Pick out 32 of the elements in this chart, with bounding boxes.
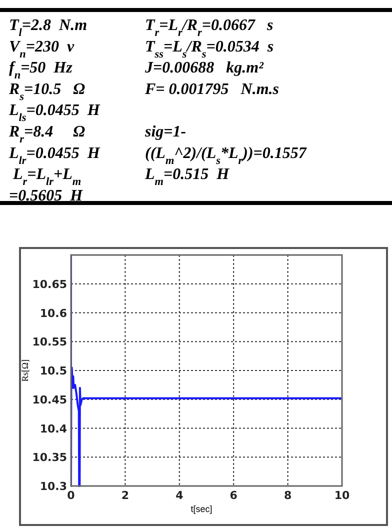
y-tick-label: 10.45 bbox=[32, 393, 67, 406]
text: V$_{n}$=230 v bbox=[9, 38, 76, 60]
text: T$_{l}$=2.8 N.m bbox=[9, 17, 88, 39]
x-tick-label: 2 bbox=[121, 489, 130, 502]
text: ((L$_{m}$^2)/(L$_{s}$*L$_{r}$))=0.1557 bbox=[145, 144, 308, 167]
y-tick-label: 10.65 bbox=[32, 278, 67, 291]
x-tick-label: 6 bbox=[230, 489, 238, 502]
y-tick-label: 10.55 bbox=[32, 336, 67, 349]
text: L$_{lr}$=0.0455 H bbox=[8, 144, 100, 167]
text: sig=1- bbox=[144, 124, 186, 140]
x-tick-label: 4 bbox=[176, 489, 184, 502]
y-tick-label: 10.5 bbox=[40, 364, 67, 378]
text: f$_{n}$=50 Hz bbox=[9, 60, 74, 82]
y-tick-label: 10.4 bbox=[40, 422, 68, 436]
text: L$_{r}$=L$_{lr}$+L$_{m}$ bbox=[12, 166, 82, 188]
x-tick-label: 8 bbox=[284, 489, 292, 502]
y-axis-title: Rs[Ω] bbox=[20, 359, 30, 382]
text: F= 0.001795 N.m.s bbox=[144, 80, 280, 98]
y-tick-label: 10.6 bbox=[40, 306, 68, 320]
text: T$_{r}$=L$_{r}$/R$_{r}$=0.0667 s bbox=[145, 17, 274, 39]
x-axis-title: t[sec] bbox=[190, 504, 212, 514]
text: =0.5605 H bbox=[9, 187, 84, 204]
text: R$_{s}$=10.5 Ω bbox=[8, 80, 86, 103]
x-tick-label: 0 bbox=[67, 489, 76, 502]
text: L$_{m}$=0.515 H bbox=[144, 166, 230, 188]
x-tick-label: 10 bbox=[334, 489, 350, 502]
text: L$_{ls}$=0.0455 H bbox=[8, 102, 100, 124]
text: J=0.00688 kg.m² bbox=[144, 60, 265, 77]
text: T$_{ss}$=L$_{s}$/R$_{s}$=0.0534 s bbox=[145, 38, 274, 60]
y-tick-label: 10.3 bbox=[40, 480, 67, 493]
y-tick-label: 10.35 bbox=[32, 451, 67, 464]
text: R$_{r}$=8.4 Ω bbox=[8, 124, 86, 146]
